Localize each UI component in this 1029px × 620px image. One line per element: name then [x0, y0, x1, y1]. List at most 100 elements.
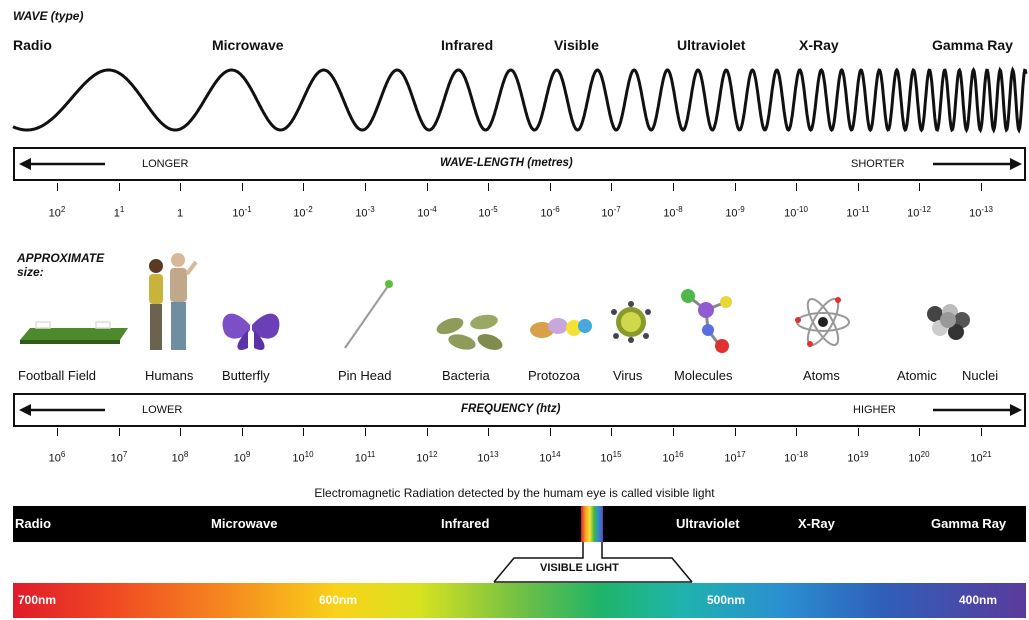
frequency-tick-label: 1020 [908, 450, 929, 465]
protozoa-icon [530, 318, 592, 338]
frequency-tick-exponent: 10 [304, 450, 314, 459]
frequency-tick-mark [488, 428, 489, 436]
size-pin-head: Pin Head [338, 368, 392, 383]
wavelength-tick-label: 10-12 [907, 205, 931, 220]
wavelength-tick-base: 10 [417, 207, 430, 220]
atom-icon [795, 297, 850, 347]
wave-label-microwave: Microwave [212, 37, 284, 53]
frequency-tick-label: 1014 [539, 450, 560, 465]
frequency-tick-exponent: 7 [122, 450, 128, 459]
wavelength-tick-base: 10 [846, 207, 859, 220]
frequency-tick-base: 10 [662, 452, 675, 465]
molecule-icon [681, 289, 732, 353]
frequency-tick-mark [303, 428, 304, 436]
size-header-line2: size: [17, 265, 44, 279]
wavelength-tick-label: 10-9 [725, 205, 744, 220]
butterfly-icon [222, 313, 280, 350]
frequency-tick-mark [735, 428, 736, 436]
frequency-tick-label: 1021 [970, 450, 991, 465]
wavelength-tick-exponent: -5 [490, 205, 498, 214]
frequency-tick-exponent: 19 [859, 450, 869, 459]
frequency-tick-exponent: 17 [736, 450, 746, 459]
frequency-tick-base: 10 [171, 452, 184, 465]
frequency-higher-label: HIGHER [853, 404, 896, 416]
band-xray: X-Ray [798, 516, 835, 531]
frequency-tick-mark [858, 428, 859, 436]
wave-label-radio: Radio [13, 37, 52, 53]
wavelength-tick-mark [57, 183, 58, 191]
wavelength-tick-mark [303, 183, 304, 191]
frequency-tick-mark [611, 428, 612, 436]
wavelength-bar: LONGER WAVE-LENGTH (metres) SHORTER [13, 147, 1026, 181]
wavelength-tick-label: 10-11 [846, 205, 869, 220]
wavelength-tick-mark [796, 183, 797, 191]
size-nuclei: Nuclei [962, 368, 999, 383]
wavelength-tick-label: 10-13 [969, 205, 993, 220]
wavelength-tick-base: 10 [232, 207, 245, 220]
pin-head-icon [344, 280, 393, 349]
size-atomic: Atomic [897, 368, 937, 383]
frequency-tick-mark [365, 428, 366, 436]
visible-light-connector [493, 542, 693, 583]
frequency-tick-mark [981, 428, 982, 436]
band-microwave: Microwave [211, 516, 278, 531]
spectrum-600nm: 600nm [319, 593, 358, 607]
size-protozoa: Protozoa [528, 368, 581, 383]
band-bar: Radio Microwave Infrared Ultraviolet X-R… [13, 506, 1026, 542]
frequency-tick-exponent: 21 [982, 450, 992, 459]
wavelength-tick-exponent: -9 [737, 205, 745, 214]
size-illustrations [20, 253, 970, 353]
wavelength-title: WAVE-LENGTH (metres) [440, 157, 573, 169]
wavelength-tick-label: 10-8 [663, 205, 682, 220]
wavelength-tick-mark [981, 183, 982, 191]
wavelength-tick-exponent: 1 [119, 205, 125, 214]
wavelength-longer-label: LONGER [142, 158, 189, 170]
wavelength-tick-mark [119, 183, 120, 191]
frequency-tick-exponent: 16 [674, 450, 684, 459]
football-field-icon [20, 321, 128, 344]
wavelength-tick-base: 10 [355, 207, 368, 220]
wavelength-tick-exponent: -10 [796, 205, 808, 214]
wavelength-tick-base: 10 [907, 207, 920, 220]
wavelength-tick-base: 10 [48, 207, 61, 220]
wavelength-tick-label: 11 [114, 205, 125, 220]
wavelength-tick-mark [735, 183, 736, 191]
frequency-tick-mark [919, 428, 920, 436]
wavelength-tick-mark [180, 183, 181, 191]
wave-label-ultraviolet: Ultraviolet [677, 37, 746, 53]
wave-type-header: WAVE (type) [13, 9, 84, 23]
frequency-tick-exponent: 9 [245, 450, 251, 459]
wavelength-tick-exponent: 2 [60, 205, 66, 214]
nucleus-icon [927, 304, 970, 340]
wavelength-tick-label: 10-6 [540, 205, 559, 220]
frequency-tick-label: 1015 [600, 450, 621, 465]
wave-curve [12, 66, 1028, 134]
wavelength-tick-mark [673, 183, 674, 191]
size-football-field: Football Field [18, 368, 97, 383]
wavelength-tick-mark [427, 183, 428, 191]
wavelength-tick-base: 1 [113, 207, 120, 220]
band-ultraviolet: Ultraviolet [676, 516, 740, 531]
wavelength-tick-label: 10-3 [355, 205, 374, 220]
frequency-tick-base: 10 [970, 452, 983, 465]
frequency-tick-exponent: 14 [551, 450, 561, 459]
wavelength-tick-mark [550, 183, 551, 191]
virus-icon [611, 301, 651, 343]
wavelength-tick-base: 10 [969, 207, 982, 220]
wavelength-tick-exponent: -8 [675, 205, 683, 214]
frequency-arrows [19, 404, 1022, 416]
frequency-tick-mark [242, 428, 243, 436]
frequency-tick-label: 108 [172, 450, 189, 465]
bacteria-icon [436, 314, 503, 350]
frequency-tick-base: 10 [416, 452, 429, 465]
wavelength-tick-label: 1 [177, 205, 183, 220]
frequency-tick-base: 10 [784, 452, 797, 465]
size-header: APPROXIMATE size: [17, 251, 104, 279]
frequency-tick-label: 1012 [416, 450, 437, 465]
frequency-tick-mark [796, 428, 797, 436]
frequency-tick-exponent: 6 [60, 450, 66, 459]
wavelength-shorter-label: SHORTER [851, 158, 905, 170]
frequency-tick-mark [57, 428, 58, 436]
wavelength-tick-exponent: -12 [919, 205, 931, 214]
frequency-tick-base: 10 [48, 452, 61, 465]
